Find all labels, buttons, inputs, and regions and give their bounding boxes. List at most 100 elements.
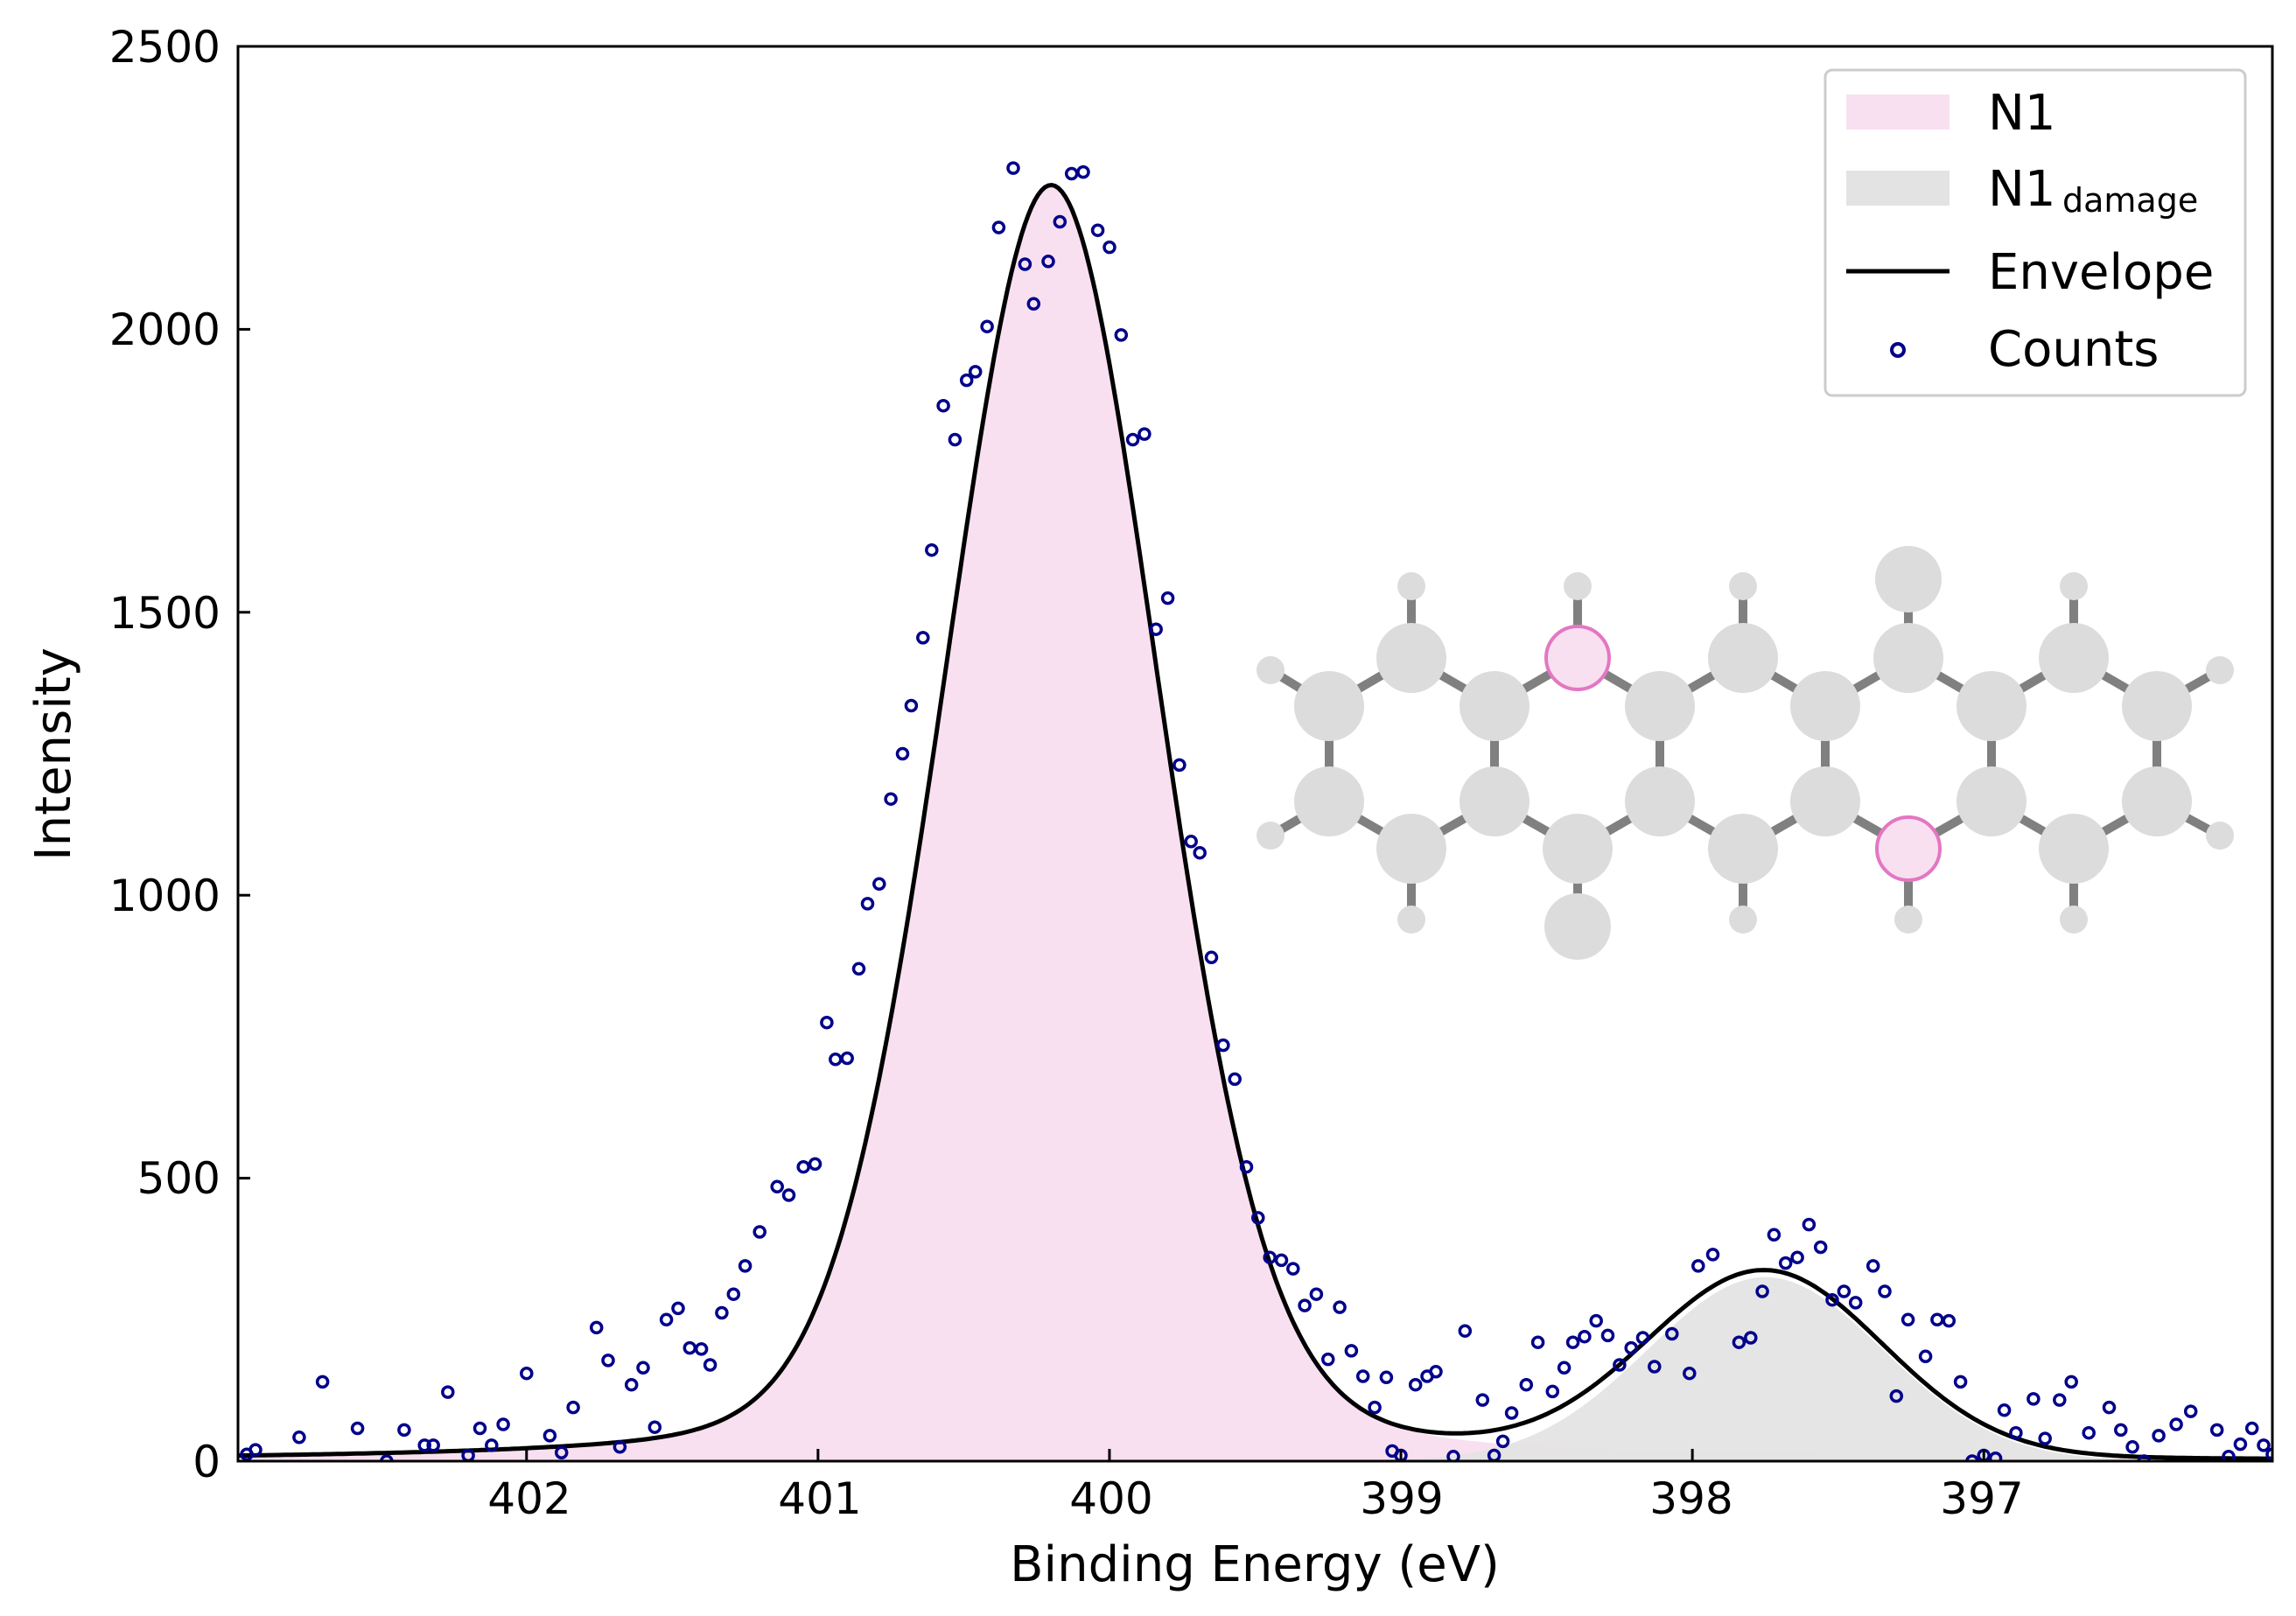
count-point [820,1015,834,1030]
count-point [1026,297,1041,311]
count-point [1263,1250,1277,1264]
count-point [770,1179,784,1194]
molecule-nitrogen-atom [1875,815,1942,882]
count-point [1767,1228,1782,1242]
count-point [752,1225,766,1239]
count-point [1953,1375,1968,1389]
count-point [1193,845,1207,860]
molecule-hydrogen-atom [1256,656,1284,684]
count-point [1333,1300,1347,1314]
count-point [248,1443,262,1457]
count-point [566,1400,580,1415]
count-point [991,220,1006,234]
molecule-oxygen-atom [1544,893,1611,960]
count-point [1889,1389,1904,1403]
count-point [808,1157,822,1172]
count-point [1495,1434,1510,1449]
count-point [936,398,950,413]
y-tick-label: 2500 [109,22,220,73]
count-point [350,1421,365,1436]
count-point [2082,1425,2096,1440]
count-point [648,1420,662,1434]
axis-ticks [238,45,1985,1463]
count-point [851,962,866,976]
count-point [636,1361,650,1375]
molecule-hydrogen-atom [1397,572,1425,600]
count-point [1458,1324,1473,1338]
count-point [2125,1440,2139,1454]
count-point [916,631,930,645]
count-point [2009,1425,2023,1440]
count-point [1018,257,1032,271]
molecule-carbon-atom [1294,766,1364,836]
molecule-carbon-atom [2039,814,2109,884]
count-point [542,1429,557,1443]
y-axis-title: Intensity [25,647,82,861]
x-tick-label: 401 [778,1473,861,1524]
count-point [1006,161,1020,175]
count-point [1732,1335,1746,1349]
y-tick-label: 500 [137,1153,220,1204]
molecule-hydrogen-atom [2206,656,2234,684]
count-point [1286,1262,1300,1276]
count-point [1648,1360,1662,1374]
molecule-hydrogen-atom [1397,906,1425,934]
count-point [1557,1361,1572,1375]
legend-label-n1-damage: N1 [1988,161,2056,218]
molecule-carbon-atom [1625,671,1695,741]
molecule-hydrogen-atom [1729,572,1757,600]
legend-label-n1: N1 [1988,85,2056,142]
count-point [1624,1340,1638,1355]
count-point [1744,1331,1758,1345]
count-point [2183,1404,2198,1418]
count-point [1475,1393,1490,1407]
count-point [1041,255,1055,269]
count-point [1090,223,1105,237]
count-point [1379,1370,1394,1385]
count-point [1825,1292,1839,1307]
count-point [2152,1429,2166,1443]
count-point [315,1375,330,1389]
count-point [292,1431,306,1445]
count-point [1053,214,1068,229]
count-point [1565,1335,1580,1349]
count-point [1274,1253,1289,1268]
count-point [1790,1250,1804,1264]
count-point [796,1159,810,1174]
count-point [1228,1072,1242,1087]
molecule-hydrogen-atom [1564,572,1592,600]
count-point [1344,1344,1359,1358]
count-point [1918,1349,1933,1364]
count-point [1665,1326,1679,1341]
molecule-carbon-atom [1790,766,1860,836]
count-point [948,432,962,447]
x-tick-label: 400 [1069,1473,1152,1524]
count-point [1705,1248,1720,1262]
x-tick-label: 398 [1649,1473,1732,1524]
molecule-carbon-atom [1294,671,1364,741]
count-point [1942,1313,1956,1328]
count-point [1149,622,1163,636]
count-point [2053,1393,2067,1407]
molecule-hydrogen-atom [2060,906,2088,934]
count-point [840,1051,854,1066]
count-point [520,1366,534,1381]
count-point [1239,1159,1254,1174]
count-point [703,1358,718,1372]
count-point [1216,1038,1230,1053]
x-axis-title: Binding Energy (eV) [1010,1536,1500,1593]
count-point [1997,1403,2012,1417]
count-point [959,373,974,388]
count-point [2038,1431,2052,1445]
count-point [417,1438,431,1452]
count-point [1600,1328,1615,1343]
molecule-hydrogen-atom [1729,906,1757,934]
count-point [2169,1417,2183,1431]
plot-frame [236,45,2274,1463]
count-point [1635,1331,1650,1345]
count-point [694,1342,709,1356]
count-point [1309,1287,1324,1301]
count-point [1172,758,1186,773]
molecule-oxygen-atom [1875,546,1942,612]
count-point [659,1312,674,1327]
